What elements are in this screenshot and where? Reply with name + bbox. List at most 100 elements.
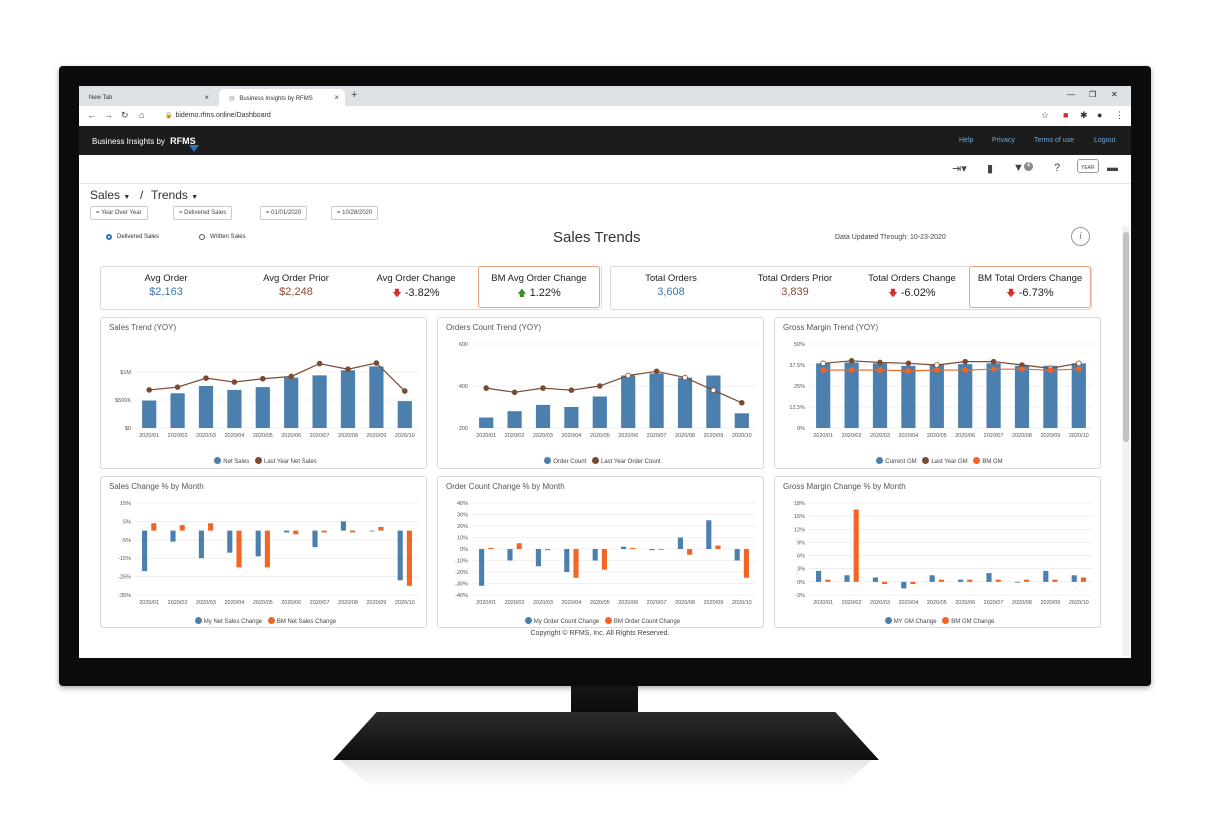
profile-icon[interactable]: ● [1097, 110, 1103, 120]
x-tick-label: 2020/03 [196, 600, 216, 606]
filter-icon[interactable]: ▼ 4 [1013, 162, 1033, 174]
bar [397, 401, 412, 428]
legend-swatch-blue [524, 617, 532, 624]
tab-new-tab[interactable]: New Tab × [79, 89, 215, 106]
bar [687, 549, 693, 555]
line-point [710, 387, 717, 393]
bar [507, 549, 513, 561]
x-tick-label: 2020/08 [675, 433, 695, 439]
radio-delivered-sales[interactable]: Delivered Sales [106, 234, 159, 240]
legend-label: BM Net Sales Change [276, 619, 337, 625]
radio-selected-icon [106, 234, 112, 240]
filter-chip-sales-type[interactable]: = Delivered Sales [173, 206, 233, 220]
x-tick-label: 2020/02 [168, 433, 188, 439]
bar [995, 579, 1001, 582]
y-tick-label: 400 [459, 384, 468, 390]
bar [369, 366, 384, 428]
kpi-bm-avg-order-change: BM Avg Order Change 🡅 1.22% [478, 266, 600, 308]
new-tab-icon[interactable]: + [351, 89, 358, 101]
terms-link[interactable]: Terms of use [1034, 137, 1075, 144]
y-tick-label: 10% [457, 536, 468, 542]
bar [872, 577, 878, 582]
y-tick-label: -15% [118, 556, 131, 562]
bar [901, 581, 907, 589]
filter-chip-end-date[interactable]: = 10/28/2020 [331, 206, 379, 220]
series-line [823, 360, 1079, 369]
x-tick-label: 2020/05 [927, 600, 947, 606]
bar [479, 417, 494, 428]
close-window-icon[interactable]: ✕ [1111, 90, 1118, 99]
close-tab-icon[interactable]: × [204, 93, 209, 102]
help-icon[interactable]: ? [1054, 162, 1061, 174]
legend-label: Order Count [553, 459, 587, 465]
radio-written-sales[interactable]: Written Sales [199, 234, 246, 240]
x-tick-label: 2020/10 [732, 600, 752, 606]
privacy-link[interactable]: Privacy [992, 137, 1015, 144]
pdf-extension-icon[interactable]: ■ [1063, 110, 1069, 120]
y-tick-label: 200 [459, 426, 468, 432]
line-point [682, 374, 688, 381]
y-tick-label: 3% [797, 567, 805, 573]
close-tab-icon[interactable]: × [334, 93, 339, 102]
x-tick-label: 2020/01 [813, 600, 833, 606]
bar [592, 396, 607, 428]
tab-label: Business Insights by RFMS [239, 96, 313, 102]
home-icon[interactable]: ⌂ [139, 110, 145, 120]
menu-icon[interactable]: ⋮ [1115, 110, 1124, 120]
x-tick-label: 2020/02 [842, 600, 862, 606]
extensions-icon[interactable]: ✱ [1080, 110, 1088, 120]
minimize-icon[interactable]: — [1067, 90, 1075, 99]
chevron-down-icon: ▼ [191, 194, 199, 201]
y-tick-label: -20% [455, 570, 468, 576]
tab-business-insights[interactable]: ▤ Business Insights by RFMS × [219, 89, 345, 106]
line-point [288, 373, 295, 380]
x-tick-label: 2020/07 [984, 433, 1004, 439]
line-point [738, 400, 745, 406]
x-tick-label: 2020/04 [898, 433, 918, 439]
bar [516, 543, 522, 549]
forward-icon[interactable]: → [104, 110, 113, 120]
sales-trend-chart: $0 $500K $1M $2M 2020/01 2020/02 2020/03 2020/0… [115, 318, 419, 439]
star-icon[interactable]: ☆ [1041, 110, 1050, 120]
y-tick-label: -10% [455, 559, 468, 565]
bar [208, 523, 214, 531]
line-point [653, 368, 660, 375]
x-tick-label: 2020/09 [366, 600, 386, 606]
browser-screen: New Tab × ▤ Business Insights by RFMS × … [79, 86, 1131, 658]
radio-unselected-icon [199, 234, 205, 240]
breadcrumb-separator: / [140, 188, 144, 202]
export-icon[interactable]: ⇥▾ [952, 163, 967, 175]
x-tick-label: 2020/09 [1040, 600, 1060, 606]
x-tick-label: 2020/05 [590, 600, 610, 606]
bar [236, 530, 242, 568]
chart-legend: My Order Count Change BM Order Count Cha… [438, 617, 763, 625]
reload-icon[interactable]: ↻ [121, 110, 129, 120]
chevron-down-icon: ▼ [123, 194, 131, 201]
back-icon[interactable]: ← [87, 110, 96, 120]
bar [630, 547, 636, 549]
filter-chip-comparison[interactable]: = Year Over Year [90, 206, 148, 220]
help-link[interactable]: Help [959, 137, 974, 144]
line-point [1047, 367, 1054, 373]
breadcrumb-trends[interactable]: Trends ▼ [151, 188, 198, 202]
filter-chip-start-date[interactable]: = 01/01/2020 [260, 206, 308, 220]
folder-icon[interactable]: ▬ [1107, 162, 1118, 174]
y-tick-label: 50% [794, 342, 805, 348]
bar [734, 549, 740, 561]
y-tick-label: 0% [797, 580, 805, 586]
logout-link[interactable]: Logout [1094, 137, 1116, 144]
year-refresh-icon[interactable]: YEAR [1077, 159, 1099, 173]
scrollbar-thumb[interactable] [1123, 232, 1129, 442]
breadcrumb-sales-label: Sales [90, 188, 121, 202]
brand-logo[interactable]: Business Insights by RFMS [92, 136, 199, 152]
info-icon[interactable]: i [1071, 227, 1090, 246]
restore-icon[interactable]: ❐ [1089, 90, 1097, 99]
bar [734, 413, 749, 428]
url-field[interactable]: 🔒 bidemo.rfms.online/Dashboard [165, 112, 271, 119]
breadcrumb-sales[interactable]: Sales ▼ [90, 188, 130, 202]
bar [255, 387, 270, 428]
y-tick-label: 5% [123, 519, 131, 525]
line-point [962, 367, 969, 373]
y-tick-label: 12% [794, 527, 805, 533]
bookmark-icon[interactable]: ▮ [987, 163, 994, 175]
